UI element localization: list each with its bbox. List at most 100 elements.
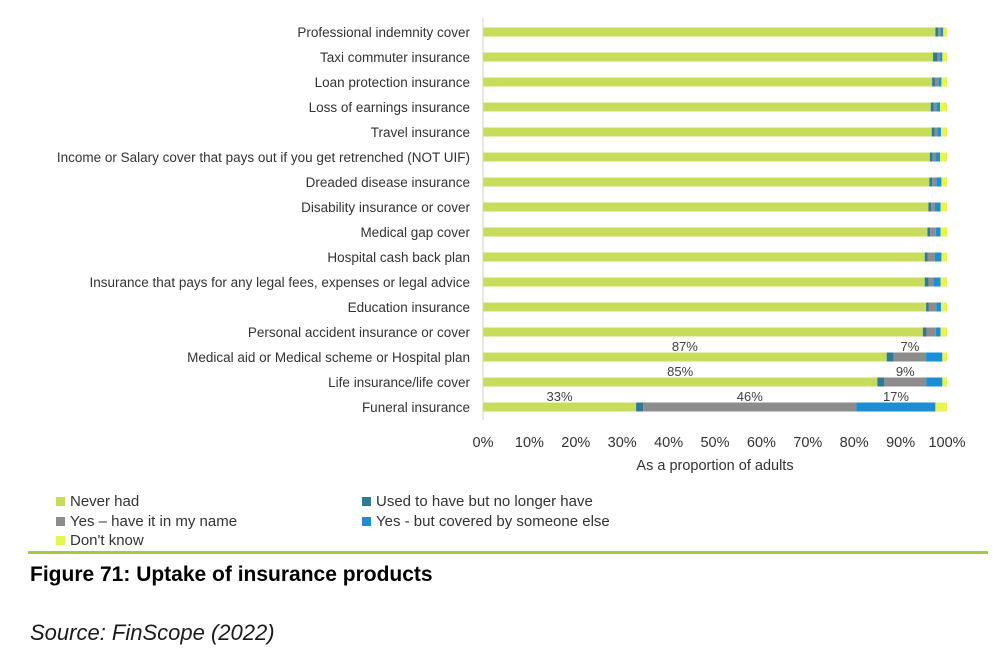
- category-label: Medical aid or Medical scheme or Hospita…: [187, 350, 470, 365]
- x-axis-ticks: 0% 10% 20% 30% 40% 50% 60% 70% 80% 90% 100%: [473, 435, 966, 451]
- bar-segment-used-to-have-but-no-longer-have: [929, 177, 933, 187]
- category-label: Hospital cash back plan: [327, 250, 470, 265]
- bar-segment-used-to-have-but-no-longer-have: [924, 277, 929, 287]
- bar-segment-yes-but-covered-by-someone-else: [934, 202, 941, 212]
- bar-segment-never-had: [483, 227, 928, 237]
- data-label: 17%: [883, 389, 909, 404]
- x-tick-label: 10%: [515, 435, 544, 451]
- legend-label-used-to-have: Used to have but no longer have: [376, 493, 593, 510]
- bar-segment-used-to-have-but-no-longer-have: [928, 202, 932, 212]
- data-label: 85%: [667, 364, 693, 379]
- legend-item-used-to-have: Used to have but no longer have: [362, 493, 593, 510]
- divider-line: [28, 551, 988, 554]
- legend-item-never-had: Never had: [56, 493, 139, 510]
- bar-segment-never-had: [483, 377, 878, 387]
- x-tick-label: 70%: [793, 435, 822, 451]
- bar-segment-yes-but-covered-by-someone-else: [935, 227, 941, 237]
- legend-swatch-covered-by-else: [362, 517, 371, 526]
- bar-segment-don-t-know: [942, 52, 947, 62]
- bar-segment-yes-have-it-in-my-name: [927, 252, 935, 262]
- legend-label-have-in-name: Yes – have it in my name: [70, 513, 238, 530]
- x-tick-label: 40%: [654, 435, 683, 451]
- bar-segment-used-to-have-but-no-longer-have: [933, 52, 938, 62]
- bar-segment-used-to-have-but-no-longer-have: [931, 127, 935, 137]
- bar-segment-used-to-have-but-no-longer-have: [886, 352, 894, 362]
- bar-segment-used-to-have-but-no-longer-have: [930, 102, 934, 112]
- legend-swatch-have-in-name: [56, 517, 65, 526]
- bar-segment-yes-but-covered-by-someone-else: [934, 252, 942, 262]
- category-label: Insurance that pays for any legal fees, …: [90, 275, 470, 290]
- bar-segment-yes-have-it-in-my-name: [926, 327, 936, 337]
- bar-segment-never-had: [483, 327, 923, 337]
- x-tick-label: 90%: [886, 435, 915, 451]
- x-tick-label: 30%: [608, 435, 637, 451]
- x-tick-label: 20%: [561, 435, 590, 451]
- data-label: 33%: [547, 389, 573, 404]
- x-tick-label: 100%: [928, 435, 965, 451]
- bar-segment-yes-but-covered-by-someone-else: [934, 277, 941, 287]
- bar-segment-yes-but-covered-by-someone-else: [856, 402, 936, 412]
- bar-segment-never-had: [483, 152, 930, 162]
- bar-segment-yes-but-covered-by-someone-else: [935, 152, 941, 162]
- bar-segment-yes-have-it-in-my-name: [932, 152, 936, 162]
- category-labels: Professional indemnity cover Taxi commute…: [57, 25, 471, 415]
- bar-segment-never-had: [483, 277, 925, 287]
- bar-segment-yes-have-it-in-my-name: [934, 127, 938, 137]
- category-label: Professional indemnity cover: [297, 25, 470, 40]
- bar-segment-don-t-know: [940, 302, 947, 312]
- bar-segment-don-t-know: [942, 377, 947, 387]
- bar-segment-yes-have-it-in-my-name: [932, 177, 937, 187]
- legend-swatch-dont-know: [56, 536, 65, 545]
- bar-segment-don-t-know: [942, 352, 947, 362]
- category-label: Funeral insurance: [362, 400, 470, 415]
- bar-segment-never-had: [483, 402, 637, 412]
- data-label: 87%: [672, 339, 698, 354]
- legend-swatch-never-had: [56, 497, 65, 506]
- legend-label-never-had: Never had: [70, 493, 140, 510]
- bar-segment-yes-have-it-in-my-name: [928, 277, 935, 287]
- x-tick-label: 60%: [747, 435, 776, 451]
- data-label: 46%: [737, 389, 763, 404]
- bar-segment-yes-but-covered-by-someone-else: [926, 352, 943, 362]
- category-label: Travel insurance: [371, 125, 470, 140]
- figure-source: Source: FinScope (2022): [30, 620, 275, 645]
- category-label: Dreaded disease insurance: [306, 175, 470, 190]
- bar-segment-yes-have-it-in-my-name: [937, 52, 941, 62]
- bar-segment-yes-but-covered-by-someone-else: [940, 52, 943, 62]
- category-label: Taxi commuter insurance: [320, 50, 470, 65]
- legend-label-dont-know: Don't know: [70, 532, 144, 549]
- x-tick-label: 50%: [700, 435, 729, 451]
- bar-segment-never-had: [483, 202, 929, 212]
- bar-segment-don-t-know: [943, 27, 947, 37]
- category-label: Life insurance/life cover: [328, 375, 470, 390]
- bar-segment-yes-have-it-in-my-name: [930, 227, 936, 237]
- bar-segment-used-to-have-but-no-longer-have: [924, 252, 928, 262]
- bar-segment-never-had: [483, 77, 933, 87]
- bar-segment-never-had: [483, 352, 887, 362]
- bar-segment-yes-but-covered-by-someone-else: [936, 177, 942, 187]
- category-label: Personal accident insurance or cover: [248, 325, 471, 340]
- legend-item-dont-know: Don't know: [56, 532, 144, 549]
- bar-segment-yes-have-it-in-my-name: [934, 77, 939, 87]
- bar-segment-never-had: [483, 102, 931, 112]
- legend-swatch-used-to-have: [362, 497, 371, 506]
- x-tick-label: 0%: [473, 435, 494, 451]
- bar-segment-yes-have-it-in-my-name: [938, 27, 941, 37]
- bar-segment-don-t-know: [941, 252, 947, 262]
- bar-segment-yes-have-it-in-my-name: [643, 402, 857, 412]
- bar-segment-don-t-know: [940, 202, 947, 212]
- bar-segment-never-had: [483, 252, 925, 262]
- bar-segment-used-to-have-but-no-longer-have: [935, 27, 939, 37]
- bar-segment-yes-but-covered-by-someone-else: [938, 77, 942, 87]
- category-label: Education insurance: [348, 300, 470, 315]
- figure-title: Figure 71: Uptake of insurance products: [30, 563, 433, 586]
- bar-segment-used-to-have-but-no-longer-have: [636, 402, 644, 412]
- category-label: Medical gap cover: [360, 225, 470, 240]
- bar-segment-yes-have-it-in-my-name: [933, 102, 937, 112]
- data-label: 7%: [900, 339, 919, 354]
- stacked-bar-chart: Professional indemnity cover Taxi commute…: [57, 18, 966, 474]
- bar-segment-never-had: [483, 302, 927, 312]
- legend-item-have-in-name: Yes – have it in my name: [56, 513, 237, 530]
- category-label: Disability insurance or cover: [301, 200, 470, 215]
- bar-segment-yes-have-it-in-my-name: [928, 302, 937, 312]
